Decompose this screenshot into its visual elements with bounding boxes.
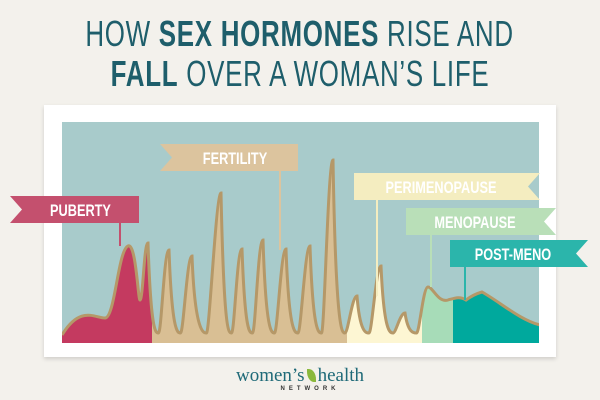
banner-post-meno: POST-MENO	[450, 240, 588, 300]
banner-label: POST-MENO	[475, 245, 552, 264]
banner-puberty: PUBERTY	[10, 196, 139, 246]
title-text-bold: FALL	[110, 53, 179, 94]
title-text: OVER A WOMAN’S LIFE	[178, 53, 490, 94]
logo-subtext: NETWORK	[280, 386, 340, 392]
banner-ribbon	[10, 196, 139, 223]
stage-area-perimenopause	[347, 266, 422, 343]
banner-label: PERIMENOPAUSE	[386, 178, 497, 197]
banner-label: MENOPAUSE	[434, 213, 515, 232]
banner-label: FERTILITY	[203, 149, 267, 168]
title-text: RISE AND	[379, 13, 515, 54]
banner-ribbon	[354, 173, 540, 200]
title-text-bold: SEX HORMONES	[159, 13, 380, 54]
logo-text: women’s	[235, 365, 305, 386]
hormone-curve	[62, 158, 539, 336]
title-line-1: HOW SEX HORMONES RISE AND	[0, 16, 600, 52]
banner-ribbon	[160, 144, 298, 171]
banner-perimenopause: PERIMENOPAUSE	[354, 173, 540, 296]
banner-ribbon	[406, 208, 556, 235]
stage-area-post-meno	[453, 292, 539, 343]
title-line-2: FALL OVER A WOMAN’S LIFE	[0, 56, 600, 92]
stage-area-puberty	[62, 243, 152, 343]
banner-menopause: MENOPAUSE	[406, 208, 556, 287]
banner-label: PUBERTY	[50, 201, 111, 220]
logo: women’s health NETWORK	[0, 365, 600, 393]
title-text: HOW	[85, 13, 160, 54]
banner-ribbon	[450, 240, 588, 267]
banner-fertility: FERTILITY	[160, 144, 298, 250]
logo-text: health	[317, 365, 365, 386]
leaf-icon	[306, 369, 316, 382]
